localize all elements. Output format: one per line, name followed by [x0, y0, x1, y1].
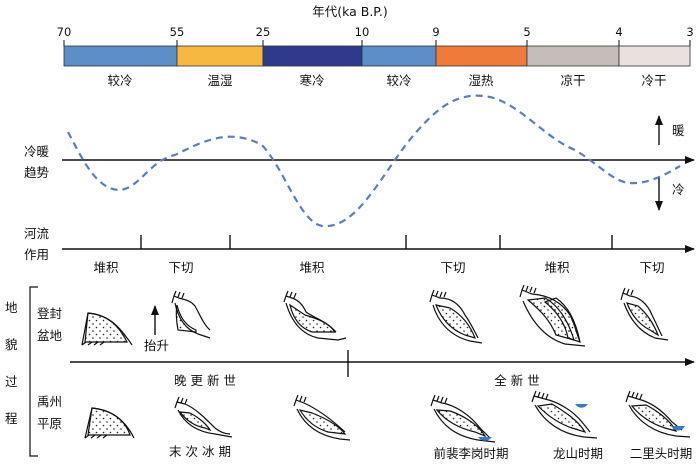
period-bar — [262, 45, 363, 67]
tick-label: 4 — [615, 25, 622, 39]
river-label: 河流 — [24, 226, 50, 241]
river-phase: 下切 — [168, 260, 193, 275]
dengfeng-label: 登封 — [37, 306, 62, 321]
river-phase: 下切 — [440, 260, 465, 275]
plain-profile — [174, 396, 233, 438]
terrace-profile — [519, 284, 586, 347]
river-label: 作用 — [24, 247, 49, 262]
chart-title: 年代(ka B.P.) — [312, 4, 388, 19]
landform-label-char: 过 — [5, 374, 18, 389]
landform-process: 地 貌 过 程 登封 盆地 禹州 平原 抬升 晚 更 新 世 全 新 世 — [5, 284, 695, 461]
plain-profile — [84, 407, 135, 439]
period-bar — [176, 45, 264, 67]
period-label: 较冷 — [386, 73, 411, 88]
landform-label-char: 地 — [5, 300, 18, 315]
plain-profile — [625, 390, 691, 438]
period-label: 温湿 — [207, 73, 232, 88]
landform-label-char: 貌 — [5, 337, 18, 352]
tick-label: 70 — [57, 25, 72, 39]
dengfeng-label: 盆地 — [37, 328, 63, 343]
stage-label: 前裴李岗时期 — [433, 446, 508, 461]
tick-label: 10 — [355, 25, 370, 39]
plain-profile — [430, 394, 496, 443]
period-bar — [435, 45, 528, 67]
terrace-profile — [171, 290, 211, 339]
river-phase: 下切 — [639, 260, 664, 275]
tick-label: 55 — [170, 25, 185, 39]
stage-label: 二里头时期 — [630, 446, 693, 461]
plain-profile — [293, 394, 351, 441]
stage-label: 末 次 冰 期 — [169, 444, 231, 459]
terrace-profile — [429, 289, 483, 344]
warm-label: 暖 — [672, 123, 685, 138]
river-action: 河流 作用 堆积 下切 堆积 下切 堆积 下切 — [24, 226, 695, 275]
terrace-profile — [283, 290, 347, 341]
period-label: 凉干 — [560, 73, 585, 88]
cold-label: 冷 — [672, 182, 685, 197]
climate-label: 冷暖 — [24, 144, 50, 159]
tick-label: 3 — [686, 25, 693, 39]
stage-label: 龙山时期 — [553, 446, 603, 461]
tick-label: 25 — [256, 25, 271, 39]
period-bar — [63, 45, 178, 67]
climate-curve — [67, 94, 681, 228]
climate-label: 趋势 — [24, 165, 50, 180]
epoch-label: 全 新 世 — [494, 373, 539, 388]
river-phase: 堆积 — [544, 260, 569, 275]
period-bar — [618, 45, 691, 67]
period-label: 寒冷 — [299, 73, 324, 88]
region-bracket — [29, 286, 38, 457]
timeline: 70 55 25 10 9 5 4 3 较冷 温湿 寒冷 较冷 湿热 凉干 冷干 — [57, 25, 694, 88]
plain-profile — [531, 390, 598, 439]
climate-trend: 冷暖 趋势 暖 冷 — [24, 94, 695, 228]
river-phase: 堆积 — [93, 260, 118, 275]
tick-label: 9 — [432, 25, 439, 39]
landform-label-char: 程 — [5, 411, 18, 426]
period-label: 冷干 — [641, 73, 666, 88]
yuzhou-label: 平原 — [37, 416, 62, 431]
period-label: 湿热 — [468, 73, 494, 88]
period-bar — [526, 45, 620, 67]
epoch-label: 晚 更 新 世 — [174, 373, 236, 388]
terrace-profile — [620, 287, 669, 341]
river-phase: 堆积 — [299, 260, 324, 275]
period-label: 较冷 — [107, 73, 132, 88]
tick-label: 5 — [523, 25, 530, 39]
uplift-label: 抬升 — [144, 338, 169, 353]
yuzhou-label: 禹州 — [37, 394, 62, 409]
period-bar — [361, 45, 437, 67]
terrace-profile — [81, 312, 133, 346]
